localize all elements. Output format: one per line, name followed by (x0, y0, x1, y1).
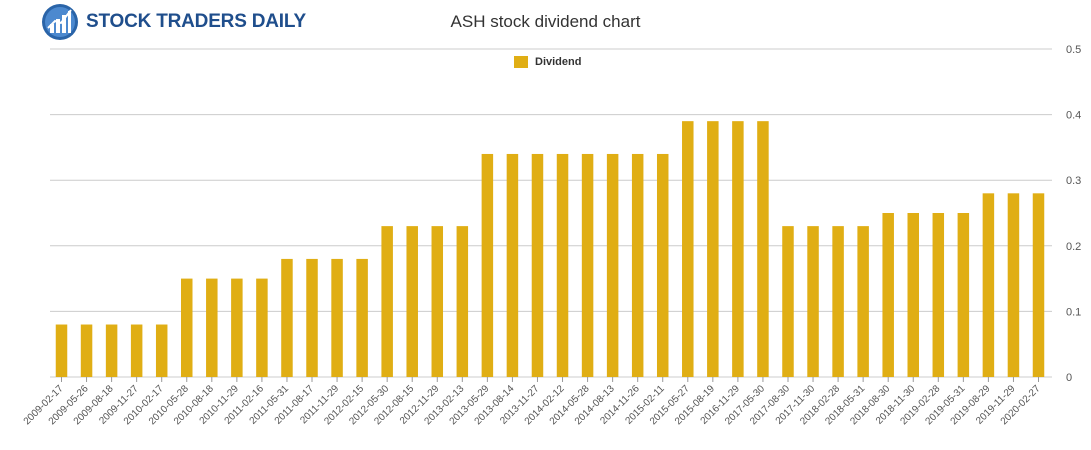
bar (732, 121, 744, 377)
legend-label: Dividend (535, 56, 582, 68)
y-tick-label: 0.2 (1066, 241, 1081, 253)
bar (957, 213, 970, 377)
brand-logo: STOCK TRADERS DAILY (40, 2, 306, 42)
bar (556, 153, 569, 377)
bar (356, 258, 368, 377)
bar (1032, 193, 1045, 377)
bar (406, 226, 418, 377)
bar (381, 226, 393, 377)
bar (832, 226, 844, 377)
y-tick-label: 0.4 (1066, 110, 1081, 122)
bar (807, 226, 819, 377)
bar (682, 121, 694, 377)
bar (105, 324, 118, 377)
bar (882, 213, 894, 377)
bar (431, 226, 444, 377)
bar (656, 153, 669, 377)
bar (1007, 193, 1020, 377)
bar (306, 258, 318, 377)
bar (181, 278, 193, 377)
brand-name: STOCK TRADERS DAILY (86, 11, 307, 32)
bar (757, 121, 769, 377)
bar (456, 226, 469, 377)
bar (782, 226, 794, 377)
bar (857, 226, 869, 377)
bar (206, 278, 218, 377)
y-tick-label: 0.3 (1066, 175, 1081, 187)
bar (155, 324, 168, 377)
bar (55, 324, 68, 377)
chart-title: ASH stock dividend chart (450, 12, 641, 31)
bar (606, 153, 619, 377)
bar (932, 213, 945, 377)
bar (707, 121, 719, 377)
legend-swatch (514, 56, 528, 68)
bar-chart-globe-icon (42, 4, 78, 40)
bar (506, 153, 519, 377)
bar (256, 278, 268, 377)
bar (531, 153, 544, 377)
bar (281, 258, 293, 377)
bar (982, 193, 995, 377)
bar (80, 324, 93, 377)
y-tick-label: 0 (1066, 372, 1072, 384)
chart-legend: Dividend (514, 56, 581, 68)
y-tick-label: 0.5 (1066, 44, 1081, 56)
bar (481, 153, 494, 377)
bar (631, 153, 644, 377)
bar (907, 213, 919, 377)
bar (130, 324, 143, 377)
y-tick-label: 0.1 (1066, 306, 1081, 318)
bar (231, 278, 243, 377)
bar (581, 153, 594, 377)
bar (331, 258, 343, 377)
